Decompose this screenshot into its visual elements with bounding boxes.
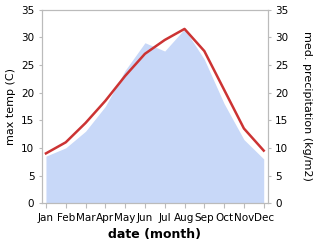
X-axis label: date (month): date (month) <box>108 228 201 242</box>
Y-axis label: med. precipitation (kg/m2): med. precipitation (kg/m2) <box>302 31 313 181</box>
Y-axis label: max temp (C): max temp (C) <box>5 68 16 145</box>
